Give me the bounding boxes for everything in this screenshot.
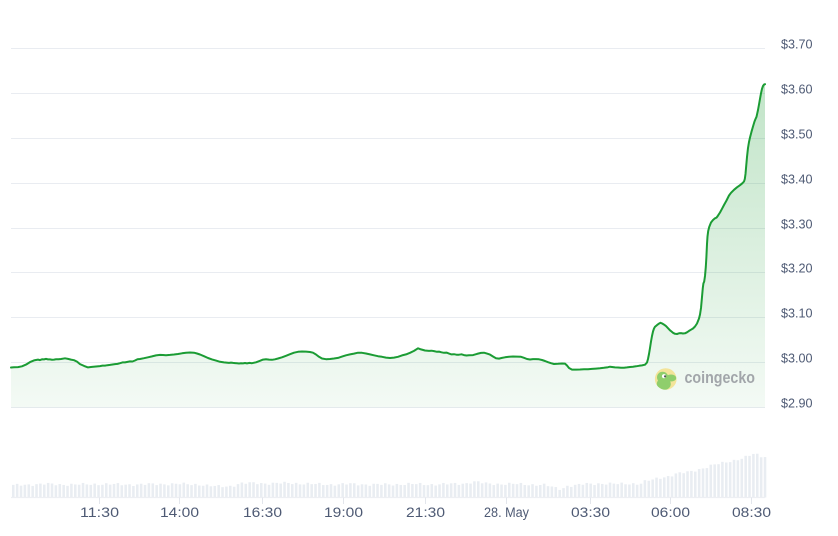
svg-text:21:30: 21:30: [406, 505, 445, 520]
svg-text:11:30: 11:30: [80, 505, 119, 520]
svg-text:$3.30: $3.30: [781, 216, 813, 231]
svg-text:$3.60: $3.60: [781, 81, 813, 96]
svg-text:28. May: 28. May: [484, 505, 529, 520]
svg-text:coingecko: coingecko: [685, 368, 756, 387]
svg-text:$3.40: $3.40: [781, 171, 813, 186]
svg-text:03:30: 03:30: [571, 505, 610, 520]
svg-text:$3.20: $3.20: [781, 260, 813, 275]
svg-text:$2.90: $2.90: [781, 395, 813, 410]
svg-text:16:30: 16:30: [243, 505, 282, 520]
svg-text:06:00: 06:00: [651, 505, 690, 520]
svg-text:14:00: 14:00: [160, 505, 199, 520]
svg-text:$3.00: $3.00: [781, 350, 813, 365]
svg-text:08:30: 08:30: [732, 505, 771, 520]
svg-text:$3.10: $3.10: [781, 305, 813, 320]
svg-text:$3.50: $3.50: [781, 126, 813, 141]
svg-text:19:00: 19:00: [324, 505, 363, 520]
svg-text:$3.70: $3.70: [781, 36, 813, 51]
